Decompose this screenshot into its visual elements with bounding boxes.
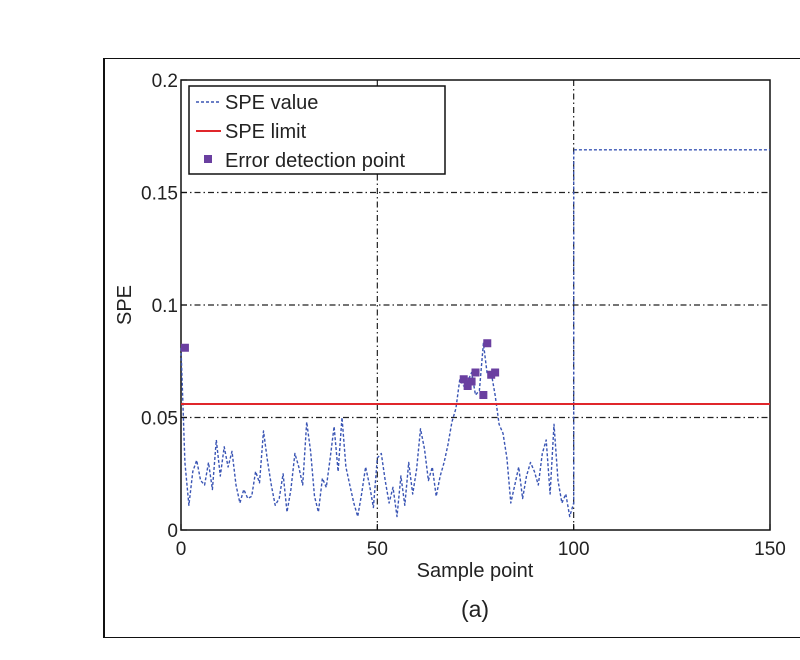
x-tick-label: 150	[754, 539, 786, 560]
y-tick-label: 0.15	[141, 184, 178, 205]
error-detection-point	[471, 368, 480, 377]
error-detection-point	[180, 343, 189, 352]
error-detection-point	[463, 382, 472, 390]
error-detection-point	[491, 368, 500, 377]
x-axis-label: Sample point	[417, 560, 534, 582]
x-tick-label: 100	[558, 539, 590, 560]
y-tick-label: 0	[167, 521, 178, 542]
y-tick-label: 0.2	[152, 71, 178, 92]
x-tick-label: 50	[367, 539, 388, 560]
series-layer	[180, 149, 770, 518]
legend-label-error-detection: Error detection point	[225, 150, 406, 172]
grid-layer	[181, 80, 770, 530]
y-axis-label: SPE	[114, 285, 136, 325]
legend-label-spe-limit: SPE limit	[225, 121, 307, 143]
error-detection-point	[467, 377, 476, 386]
legend: SPE value SPE limit Error detection poin…	[188, 85, 446, 175]
spe-value-line	[180, 149, 770, 518]
error-detection-point	[483, 339, 492, 348]
y-tick-label: 0.1	[152, 296, 178, 317]
error-detection-point	[479, 391, 488, 399]
error-detection-point	[459, 375, 468, 384]
tick-layer: 0 50 100 150 0 0.05 0.1 0.15 0.2	[141, 71, 786, 560]
legend-label-spe-value: SPE value	[225, 92, 318, 114]
figure-frame	[103, 58, 800, 638]
legend-swatch-error-detection	[204, 155, 212, 163]
x-tick-label: 0	[176, 539, 187, 560]
legend-box	[188, 85, 446, 175]
figure-caption: (a)	[461, 596, 489, 622]
y-tick-label: 0.05	[141, 409, 178, 430]
